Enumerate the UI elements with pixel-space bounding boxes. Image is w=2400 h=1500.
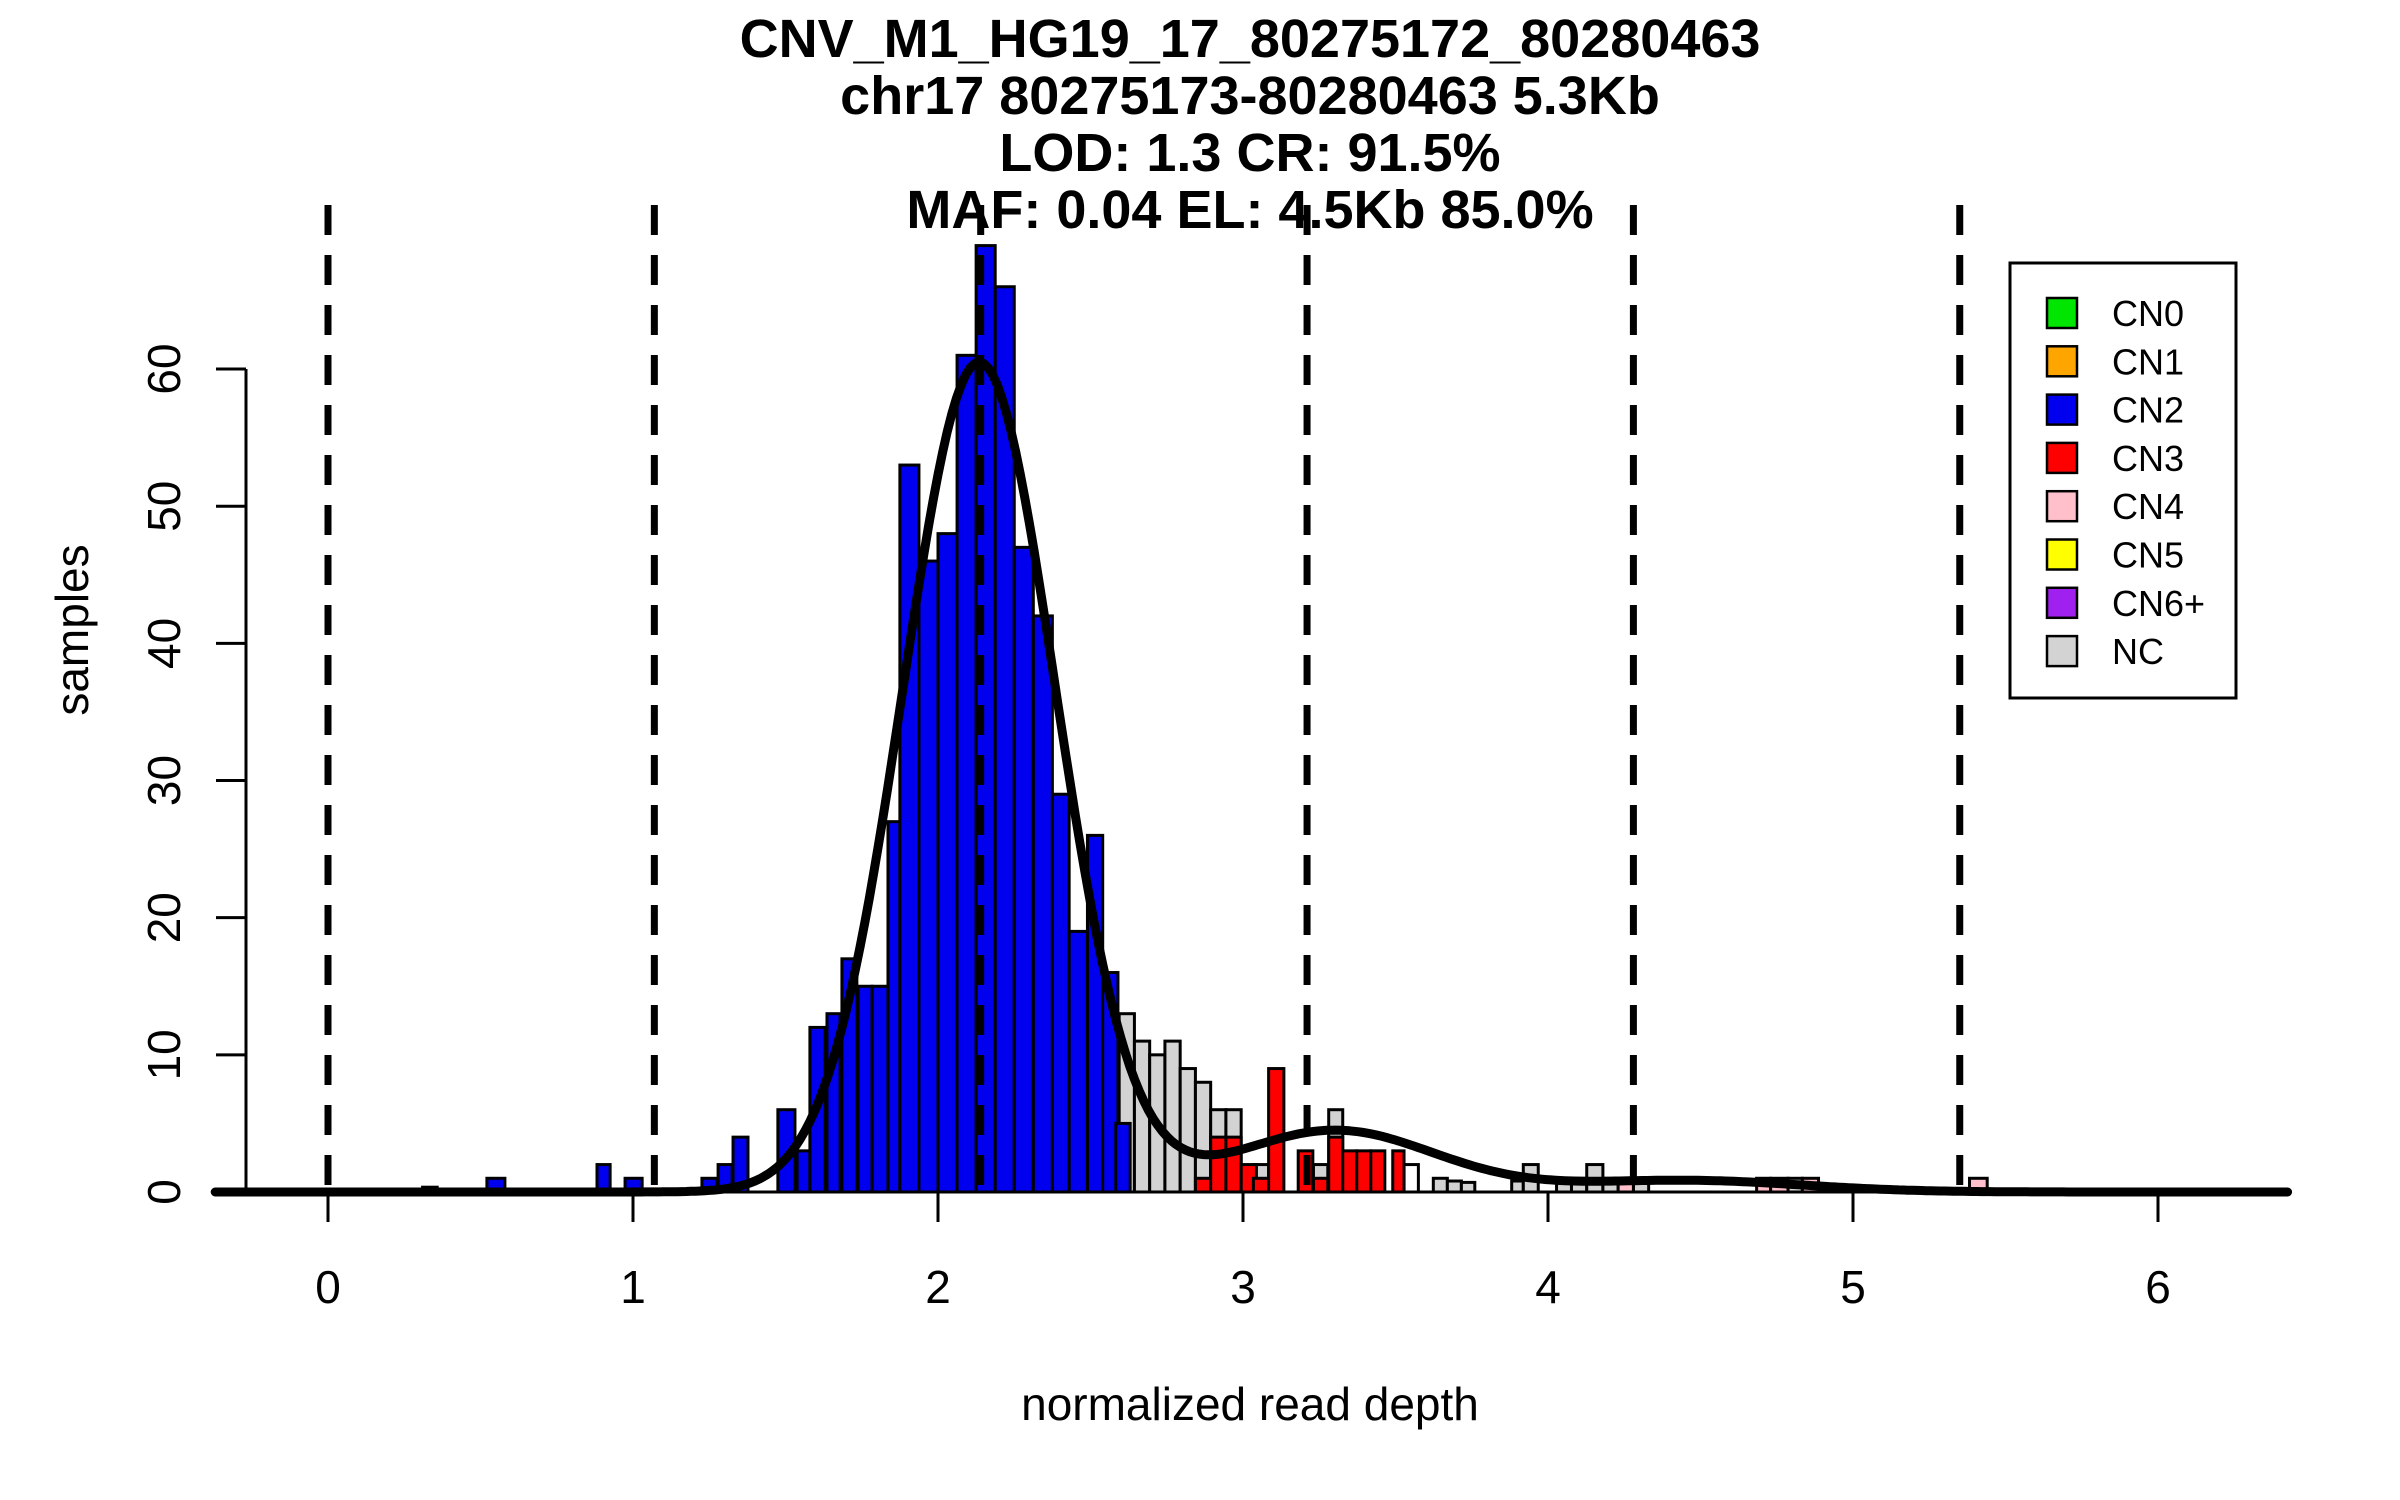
histogram-bar-cn3 <box>1327 1135 1345 1194</box>
histogram-bar-nc <box>1510 1179 1525 1194</box>
axes <box>216 367 2160 1222</box>
y-tick-label: 60 <box>138 343 190 394</box>
legend-box <box>2008 261 2238 700</box>
histogram-bar-cn2 <box>955 353 978 1194</box>
histogram-bar-cn2 <box>1012 545 1035 1194</box>
chart-title-line2: chr17 80275173-80280463 5.3Kb <box>840 66 1660 126</box>
histogram-bar-nc <box>1445 1179 1463 1194</box>
legend-label-cn6+: CN6+ <box>2112 583 2205 624</box>
histogram-bar-cn2 <box>870 984 890 1194</box>
legend-swatch-cn6+ <box>2045 586 2079 620</box>
histogram-bar-cn2 <box>1031 614 1054 1194</box>
legend-label-cn4: CN4 <box>2112 486 2184 527</box>
histogram-bar-cn2 <box>1050 792 1071 1194</box>
histogram-bar-cn2 <box>1067 929 1089 1194</box>
histogram-bar-cn3 <box>1224 1135 1243 1194</box>
chart-title-line1: CNV_M1_HG19_17_80275172_80280463 <box>740 9 1761 69</box>
x-tick-label: 5 <box>1840 1261 1866 1313</box>
histogram-bar-cn2 <box>917 559 940 1194</box>
legend-label-cn1: CN1 <box>2112 341 2184 382</box>
histogram-bar-cn3 <box>1341 1149 1359 1194</box>
histogram-bar-nc <box>1431 1176 1449 1194</box>
x-tick-label: 4 <box>1535 1261 1561 1313</box>
legend-swatch-cn5 <box>2045 538 2079 571</box>
histogram-bar-nc <box>1193 1080 1213 1194</box>
legend-swatch-cn1 <box>2045 345 2079 378</box>
legend-label-nc: NC <box>2112 631 2164 672</box>
legend-swatch-cn0 <box>2045 296 2079 330</box>
x-tick-label: 6 <box>2145 1261 2171 1313</box>
histogram-bar-cn2 <box>795 1149 812 1194</box>
legend-swatch-cn2 <box>2045 393 2079 426</box>
histogram-bar-cn3 <box>1267 1067 1286 1194</box>
histogram-bar-cn3 <box>1251 1176 1271 1194</box>
legend: CN0 CN1 CN2 CN3 CN4 CN5 CN6+ NC <box>2008 261 2238 700</box>
histogram-bar-cn3 <box>1209 1135 1228 1194</box>
histogram-bar-white <box>1402 1163 1420 1194</box>
y-tick-label: 50 <box>138 481 190 532</box>
legend-label-cn3: CN3 <box>2112 438 2184 479</box>
copy-number-gridlines <box>324 205 1964 1192</box>
histogram-bar-cn3 <box>1355 1149 1373 1194</box>
y-tick-label: 30 <box>138 755 190 806</box>
x-axis-label: normalized read depth <box>1021 1378 1479 1430</box>
y-tick-label: 40 <box>138 618 190 669</box>
y-tick-label: 10 <box>138 1029 190 1080</box>
histogram-bar-cn3 <box>1369 1149 1387 1194</box>
histogram-bar-cn3 <box>1193 1176 1213 1194</box>
legend-swatch-cn4 <box>2045 489 2079 523</box>
histogram-bar-nc <box>1163 1039 1182 1194</box>
y-tick-label: 20 <box>138 892 190 943</box>
x-tick-label: 0 <box>315 1261 341 1313</box>
legend-label-cn2: CN2 <box>2112 390 2184 431</box>
x-tick-label: 1 <box>620 1261 646 1313</box>
x-tick-label: 2 <box>925 1261 951 1313</box>
histogram-bar-cn2 <box>1114 1121 1132 1194</box>
y-axis-label: samples <box>46 544 98 715</box>
x-tick-label: 3 <box>1230 1261 1256 1313</box>
legend-label-cn0: CN0 <box>2112 293 2184 334</box>
chart-title-line4: MAF: 0.04 EL: 4.5Kb 85.0% <box>906 180 1593 240</box>
legend-swatch-cn3 <box>2045 441 2079 475</box>
chart-title-line3: LOD: 1.3 CR: 91.5% <box>999 123 1500 183</box>
histogram-bar-nc <box>1178 1067 1197 1194</box>
histogram-bar-cn3 <box>1311 1176 1330 1194</box>
histogram-bar-cn2 <box>856 984 874 1194</box>
histogram-bar-cn2 <box>886 820 902 1194</box>
legend-label-cn5: CN5 <box>2112 535 2184 576</box>
histogram-bar-cn3 <box>1391 1149 1406 1194</box>
histogram-bar-cn2 <box>936 532 959 1194</box>
y-tick-label: 0 <box>138 1179 190 1205</box>
legend-swatch-nc <box>2045 634 2079 668</box>
